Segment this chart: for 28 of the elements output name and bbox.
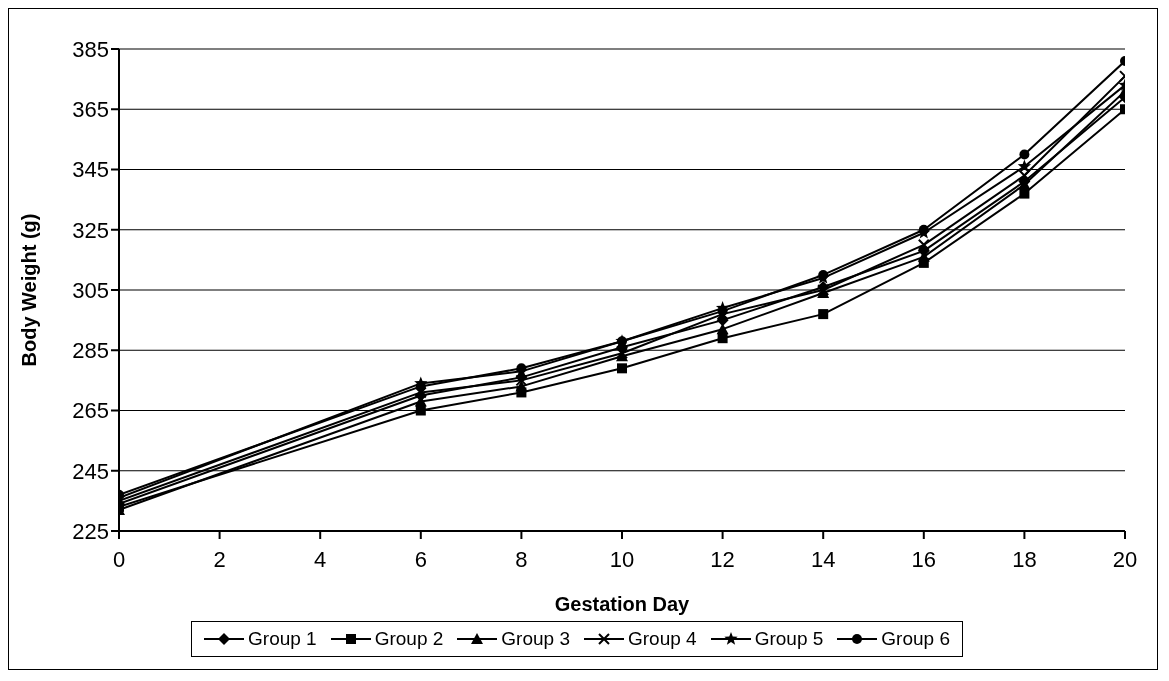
legend-label: Group 4 <box>628 628 697 650</box>
x-axis-title: Gestation Day <box>554 593 691 615</box>
x-tick-label: 0 <box>112 546 126 572</box>
y-tick-label: 245 <box>72 458 109 484</box>
y-tick-label: 225 <box>72 518 109 544</box>
x-tick-label: 2 <box>213 546 226 572</box>
legend-label: Group 3 <box>501 628 570 650</box>
x-tick-label: 6 <box>414 546 427 572</box>
y-tick-label: 265 <box>72 398 109 424</box>
x-tick-label: 10 <box>609 546 635 572</box>
x-tick-label: 16 <box>911 546 937 572</box>
y-tick-label: 345 <box>72 157 109 183</box>
x-tick-label: 18 <box>1012 546 1037 572</box>
x-tick-label: 14 <box>810 546 836 572</box>
x-tick-label: 4 <box>314 546 327 572</box>
y-tick-label: 325 <box>72 217 109 243</box>
legend-label: Group 6 <box>881 628 950 650</box>
x-tick-label: 20 <box>1112 546 1138 572</box>
y-tick-label: 385 <box>72 36 109 62</box>
x-tick-label: 12 <box>710 546 735 572</box>
y-tick-label: 365 <box>72 97 109 123</box>
legend-label: Group 5 <box>754 628 824 650</box>
x-tick-label: 8 <box>515 546 528 572</box>
y-axis-title: Body Weight (g) <box>18 213 41 367</box>
y-tick-label: 305 <box>72 277 109 303</box>
legend-label: Group 1 <box>248 628 317 650</box>
legend-label: Group 2 <box>374 628 444 650</box>
y-tick-label: 285 <box>72 338 109 364</box>
